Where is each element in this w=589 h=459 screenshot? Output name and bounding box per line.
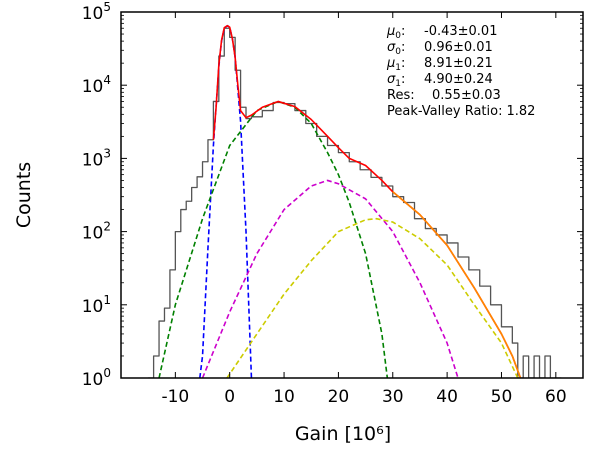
stat-line: Res: 0.55±0.03 xyxy=(387,88,501,103)
y-tick-label: 100 xyxy=(82,366,111,390)
series-layer xyxy=(148,24,562,378)
fit-component-2 xyxy=(158,100,389,378)
plot-frame xyxy=(120,11,584,379)
y-tick-label: 103 xyxy=(82,146,111,170)
fit-component-3 xyxy=(201,179,459,378)
stat-line: Peak-Valley Ratio: 1.82 xyxy=(387,104,535,119)
x-tick-label: 0 xyxy=(224,387,235,407)
stat-line: σ1: 4.90±0.24 xyxy=(387,72,493,89)
y-axis-title: Counts xyxy=(13,162,35,228)
x-tick-label: 60 xyxy=(545,387,567,407)
x-tick-label: 40 xyxy=(436,387,458,407)
ticks-layer: -10 0 10 20 30 40 50 60 100 101 102 103 104 105 xyxy=(82,0,583,407)
fit-total-6 xyxy=(392,191,522,378)
x-tick-label: 30 xyxy=(382,387,404,407)
x-tick-label: 10 xyxy=(273,387,295,407)
y-tick-label: 101 xyxy=(82,293,111,317)
y-tick-label: 104 xyxy=(82,73,111,97)
stat-line: μ0: -0.43±0.01 xyxy=(386,24,497,41)
x-tick-label: 20 xyxy=(328,387,350,407)
y-tick-label: 105 xyxy=(82,0,111,24)
x-tick-label: 50 xyxy=(491,387,513,407)
x-axis-title: Gain [10⁶] xyxy=(295,423,391,445)
fit-component-4 xyxy=(226,217,519,378)
stat-line: σ0: 0.96±0.01 xyxy=(387,40,493,57)
x-tick-label: -10 xyxy=(161,387,189,407)
stat-line: μ1: 8.91±0.21 xyxy=(386,56,493,73)
plot-background xyxy=(121,12,583,378)
y-tick-label: 102 xyxy=(82,220,111,244)
